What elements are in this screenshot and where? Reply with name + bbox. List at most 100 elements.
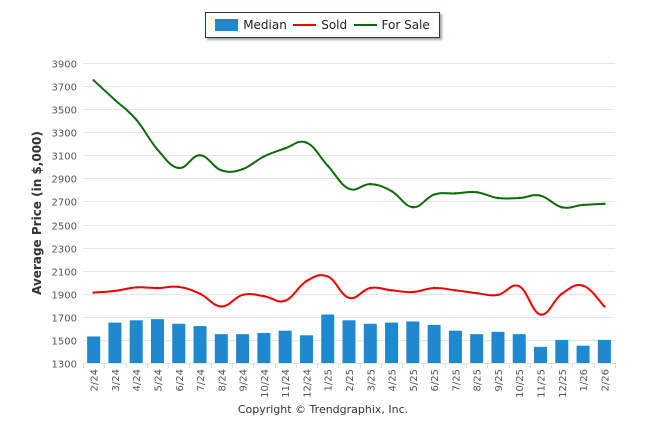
- line-sold-point: [603, 305, 606, 308]
- line-for-sale-point: [432, 193, 436, 196]
- line-for-sale-point: [518, 196, 521, 200]
- line-for-sale-point: [411, 206, 415, 209]
- line-for-sale-point: [113, 98, 117, 102]
- series-lines: [92, 79, 606, 316]
- y-tick-label: 1300: [52, 360, 77, 371]
- line-sold-point: [539, 313, 542, 316]
- bar-median: [342, 320, 356, 363]
- y-tick-label: 2700: [52, 198, 77, 209]
- y-tick-label: 1700: [52, 314, 77, 325]
- x-tick-label: 12/25: [558, 369, 569, 398]
- copyright-text: Copyright © Trendgraphix, Inc.: [237, 403, 409, 416]
- x-tick-label: 8/24: [217, 369, 228, 391]
- x-tick-label: 4/25: [388, 369, 399, 391]
- legend-label-sold: Sold: [321, 18, 348, 32]
- x-tick-label: 2/25: [345, 369, 356, 391]
- line-for-sale-point: [390, 189, 393, 193]
- line-for-sale-point: [262, 155, 266, 158]
- x-tick-label: 9/25: [494, 369, 505, 391]
- line-for-sale-point: [220, 169, 223, 172]
- line-for-sale-point: [475, 191, 478, 194]
- bar-median: [427, 324, 441, 363]
- bar-median: [278, 330, 292, 363]
- line-sold-point: [347, 296, 351, 300]
- legend-label-median: Median: [243, 18, 287, 32]
- x-tick-label: 11/25: [537, 369, 548, 398]
- x-tick-label: 10/24: [260, 369, 271, 398]
- x-tick-label: 12/24: [302, 369, 313, 398]
- x-tick-label: 10/25: [515, 369, 526, 398]
- y-axis-ticks: 1300 1500 1700 1900 2100 2300 2500 2700 2900 3100…: [52, 60, 77, 371]
- x-tick-label: 1/26: [579, 369, 590, 391]
- line-sold-point: [156, 286, 159, 290]
- bar-median: [299, 335, 313, 363]
- line-for-sale-point: [347, 187, 351, 190]
- line-for-sale-point: [603, 202, 606, 205]
- gridlines: [83, 63, 615, 364]
- legend-swatch-sold: [293, 24, 317, 26]
- line-sold-point: [177, 285, 180, 289]
- bar-median: [150, 319, 164, 363]
- x-tick-label: 3/24: [111, 369, 122, 391]
- bar-median: [512, 334, 526, 363]
- x-tick-label: 7/24: [196, 369, 207, 391]
- bar-median: [193, 326, 207, 363]
- bar-median: [470, 334, 484, 363]
- legend-label-for-sale: For Sale: [381, 18, 430, 32]
- x-tick-label: 2/24: [90, 369, 101, 391]
- line-sold-point: [411, 290, 415, 294]
- x-tick-label: 3/25: [366, 369, 377, 391]
- y-tick-label: 3700: [52, 83, 77, 94]
- y-tick-label: 2500: [52, 222, 77, 233]
- x-tick-label: 6/25: [430, 369, 441, 391]
- x-tick-label: 6/24: [175, 369, 186, 391]
- line-for-sale-point: [156, 148, 159, 151]
- line-for-sale-point: [369, 182, 372, 186]
- y-tick-label: 3500: [52, 106, 77, 117]
- line-for-sale-point: [305, 141, 308, 144]
- legend-item-for-sale[interactable]: For Sale: [353, 18, 430, 32]
- bar-median: [363, 323, 377, 363]
- line-sold-point: [518, 285, 521, 288]
- line-sold-point: [390, 289, 393, 292]
- y-axis-title: Average Price (in $,000): [30, 131, 44, 295]
- x-tick-label: 4/24: [132, 369, 143, 391]
- x-tick-label: 5/25: [409, 369, 420, 391]
- line-for-sale-point: [326, 164, 329, 167]
- line-sold-point: [475, 291, 478, 295]
- bar-median: [406, 321, 420, 363]
- line-sold-point: [496, 293, 500, 297]
- bar-median: [129, 320, 143, 363]
- legend-item-median[interactable]: Median: [215, 18, 287, 32]
- x-tick-label: 7/25: [451, 369, 462, 391]
- line-sold-point: [135, 286, 138, 289]
- y-tick-label: 2100: [52, 268, 77, 279]
- bar-median: [321, 314, 335, 363]
- line-for-sale-point: [177, 166, 180, 170]
- legend-swatch-for-sale: [353, 24, 377, 26]
- line-sold-point: [369, 286, 372, 290]
- legend-swatch-median: [215, 19, 239, 31]
- line-for-sale-point: [92, 79, 95, 82]
- line-sold-point: [454, 289, 457, 292]
- line-sold-point: [198, 292, 202, 295]
- bar-median: [491, 331, 505, 363]
- line-for-sale-point: [135, 118, 138, 121]
- x-tick-label: 11/24: [281, 369, 292, 398]
- line-for-sale-point: [560, 206, 563, 209]
- line-for-sale-point: [539, 194, 542, 197]
- line-sold-point: [262, 294, 266, 298]
- line-sold-point: [432, 286, 436, 290]
- line-for-sale-point: [283, 147, 287, 150]
- y-tick-label: 3300: [52, 129, 77, 140]
- bar-median: [108, 322, 122, 363]
- y-tick-label: 2300: [52, 245, 77, 256]
- line-sold-point: [326, 275, 329, 278]
- line-for-sale-point: [581, 203, 585, 207]
- legend-item-sold[interactable]: Sold: [293, 18, 347, 32]
- chart-legend: Median Sold For Sale: [205, 12, 440, 38]
- line-sold-point: [113, 289, 117, 293]
- y-tick-label: 1500: [52, 337, 77, 348]
- line-sold-point: [283, 299, 287, 302]
